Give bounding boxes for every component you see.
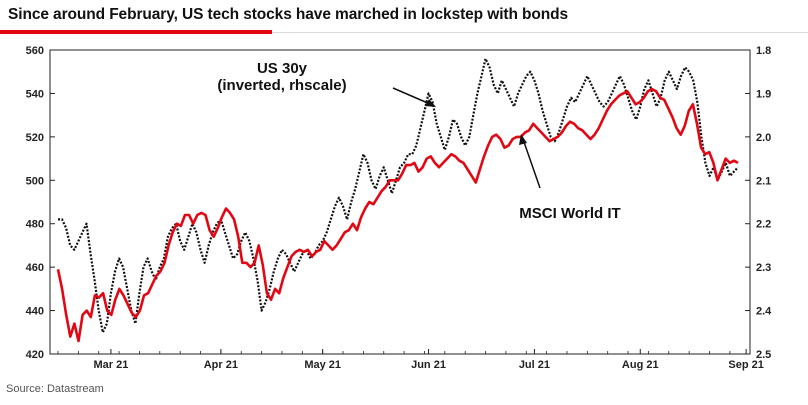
left-tick-label: 520 <box>26 132 44 144</box>
title-accent-bar <box>0 30 272 34</box>
x-tick-label: Mar 21 <box>94 359 129 371</box>
annotation-us30y-label: US 30y <box>257 60 308 77</box>
title-rule <box>0 32 808 33</box>
x-tick-label: Aug 21 <box>622 359 659 371</box>
x-tick-label: Jun 21 <box>411 359 446 371</box>
annotation-msci-arrow <box>523 141 541 189</box>
x-tick-label: Jul 21 <box>519 359 550 371</box>
x-tick-label: May 21 <box>304 359 341 371</box>
line-chart: 420 440 460 480 500 520 540 560 1.8 1.9 2.0 2.1 2.2… <box>26 45 773 371</box>
left-tick-label: 460 <box>26 262 44 274</box>
right-tick-label: 2.0 <box>756 132 771 144</box>
right-tick-label: 2.3 <box>756 262 771 274</box>
right-tick-label: 1.8 <box>756 45 771 57</box>
right-tick-label: 1.9 <box>756 88 771 100</box>
right-tick-label: 2.1 <box>756 175 771 187</box>
left-tick-label: 500 <box>26 175 44 187</box>
x-tick-label: Apr 21 <box>204 359 238 371</box>
series-line-us-30y <box>58 57 739 334</box>
plot-frame <box>49 49 751 355</box>
left-tick-label: 480 <box>26 219 44 231</box>
chart-title: Since around February, US tech stocks ha… <box>8 6 569 23</box>
series-layer <box>56 57 739 343</box>
left-tick-label: 420 <box>26 349 44 361</box>
right-y-axis: 1.8 1.9 2.0 2.1 2.2 2.3 2.4 2.5 <box>745 45 772 361</box>
annotation-us30y-arrowhead <box>425 99 436 107</box>
right-tick-label: 2.2 <box>756 219 771 231</box>
right-tick-label: 2.5 <box>756 349 771 361</box>
annotation-us30y-sublabel: (inverted, rhscale) <box>217 77 346 94</box>
left-tick-label: 540 <box>26 88 44 100</box>
annotation-us30y-arrow <box>392 87 431 105</box>
annotation-msci-arrowhead <box>519 134 527 145</box>
right-tick-label: 2.4 <box>756 306 772 318</box>
left-tick-label: 440 <box>26 306 44 318</box>
x-axis: Mar 21 Apr 21 May 21 Jun 21 Jul 21 Aug 21 Sep … <box>57 349 764 371</box>
annotation-msci-label: MSCI World IT <box>519 205 620 222</box>
x-tick-label: Sep 21 <box>728 359 763 371</box>
left-tick-label: 560 <box>26 45 44 57</box>
left-y-axis: 420 440 460 480 500 520 540 560 <box>26 45 55 361</box>
series-line-msci-world-it <box>56 87 739 343</box>
source-note: Source: Datastream <box>6 383 104 395</box>
